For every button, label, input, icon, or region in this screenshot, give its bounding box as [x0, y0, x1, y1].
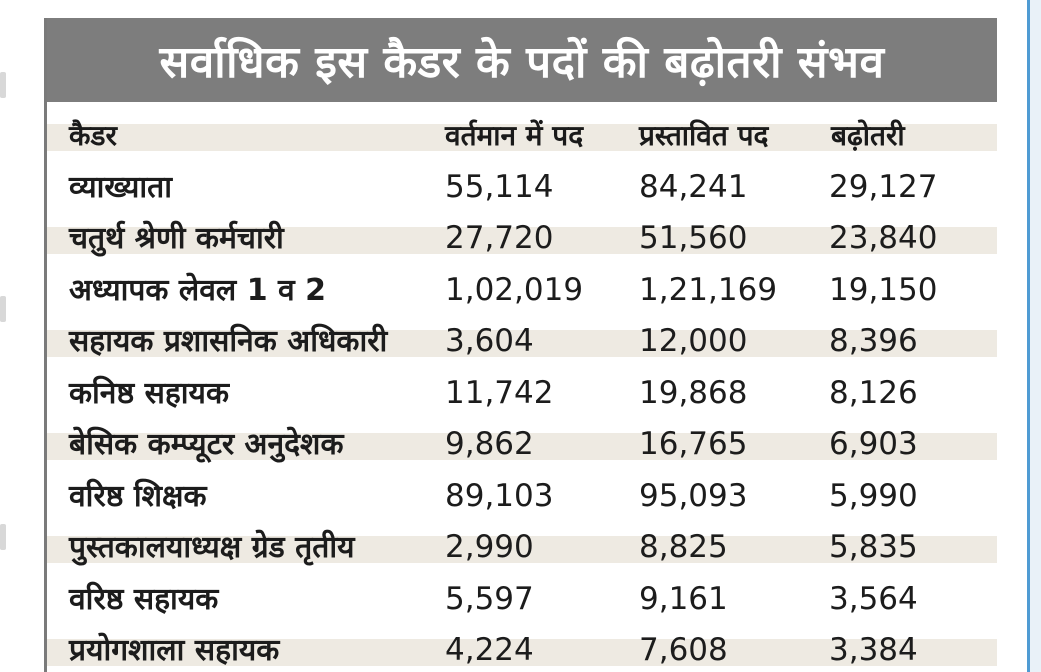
cadre-name: सहायक प्रशासनिक अधिकारी	[69, 324, 388, 359]
page-title: सर्वाधिक इस कैडर के पदों की बढ़ोतरी संभव	[159, 37, 885, 88]
header-cadre: कैडर	[69, 119, 117, 152]
page-edge-marks	[0, 0, 40, 672]
table-row: चतुर्थ श्रेणी कर्मचारी 27,720 51,560 23,840	[47, 213, 997, 265]
current-posts: 55,114	[445, 168, 554, 205]
current-posts: 11,742	[445, 374, 554, 411]
table-row: पुस्तकालयाध्यक्ष ग्रेड तृतीय 2,990 8,825 5,…	[47, 522, 997, 574]
increase: 3,564	[829, 580, 918, 617]
cadre-name: प्रयोगशाला सहायक	[69, 633, 280, 668]
cadre-name: चतुर्थ श्रेणी कर्मचारी	[69, 221, 284, 256]
edge-mark	[0, 296, 6, 322]
cadre-name: पुस्तकालयाध्यक्ष ग्रेड तृतीय	[69, 530, 355, 565]
increase: 23,840	[829, 220, 938, 256]
cadre-table: कैडर वर्तमान में पद प्रस्तावित पद बढ़ोतर…	[47, 110, 997, 672]
cadre-name: वरिष्ठ सहायक	[69, 581, 219, 617]
current-posts: 2,990	[445, 529, 534, 565]
current-posts: 3,604	[445, 323, 534, 359]
increase: 8,126	[829, 374, 918, 411]
table-row: व्याख्याता 55,114 84,241 29,127	[47, 162, 997, 214]
right-border-rule	[1027, 0, 1030, 672]
proposed-posts: 7,608	[639, 632, 728, 668]
proposed-posts: 8,825	[639, 529, 728, 565]
header-current-posts: वर्तमान में पद	[445, 119, 584, 152]
increase: 3,384	[829, 632, 918, 668]
current-posts: 4,224	[445, 632, 534, 668]
proposed-posts: 95,093	[639, 477, 748, 514]
table-row: अध्यापक लेवल 1 व 2 1,02,019 1,21,169 19,150	[47, 265, 997, 317]
edge-mark	[0, 72, 6, 98]
table-header-row: कैडर वर्तमान में पद प्रस्तावित पद बढ़ोतर…	[47, 110, 997, 162]
cadre-name: कनिष्ठ सहायक	[69, 375, 229, 411]
header-proposed-posts: प्रस्तावित पद	[639, 119, 769, 152]
increase: 5,835	[829, 529, 918, 565]
table-row: वरिष्ठ शिक्षक 89,103 95,093 5,990	[47, 471, 997, 523]
table-row: बेसिक कम्प्यूटर अनुदेशक 9,862 16,765 6,903	[47, 419, 997, 471]
header-increase: बढ़ोतरी	[831, 119, 905, 152]
increase: 5,990	[829, 477, 918, 514]
table-row: वरिष्ठ सहायक 5,597 9,161 3,564	[47, 574, 997, 626]
current-posts: 1,02,019	[445, 271, 584, 308]
current-posts: 89,103	[445, 477, 554, 514]
current-posts: 27,720	[445, 220, 554, 256]
table-row: सहायक प्रशासनिक अधिकारी 3,604 12,000 8,396	[47, 316, 997, 368]
proposed-posts: 16,765	[639, 426, 748, 462]
title-bar: सर्वाधिक इस कैडर के पदों की बढ़ोतरी संभव	[47, 18, 997, 102]
cadre-name: वरिष्ठ शिक्षक	[69, 478, 207, 514]
proposed-posts: 1,21,169	[639, 271, 778, 308]
right-page-edge	[1030, 0, 1041, 672]
current-posts: 9,862	[445, 426, 534, 462]
proposed-posts: 84,241	[639, 168, 748, 205]
proposed-posts: 9,161	[639, 580, 728, 617]
proposed-posts: 19,868	[639, 374, 748, 411]
edge-mark	[0, 524, 6, 550]
table-row: प्रयोगशाला सहायक 4,224 7,608 3,384	[47, 625, 997, 672]
increase: 19,150	[829, 271, 938, 308]
proposed-posts: 12,000	[639, 323, 748, 359]
cadre-name: व्याख्याता	[69, 169, 173, 205]
left-border-rule	[44, 18, 47, 672]
increase: 8,396	[829, 323, 918, 359]
increase: 29,127	[829, 168, 938, 205]
table-row: कनिष्ठ सहायक 11,742 19,868 8,126	[47, 368, 997, 420]
current-posts: 5,597	[445, 580, 534, 617]
cadre-name: बेसिक कम्प्यूटर अनुदेशक	[69, 427, 344, 462]
proposed-posts: 51,560	[639, 220, 748, 256]
cadre-name: अध्यापक लेवल 1 व 2	[69, 272, 327, 308]
increase: 6,903	[829, 426, 918, 462]
